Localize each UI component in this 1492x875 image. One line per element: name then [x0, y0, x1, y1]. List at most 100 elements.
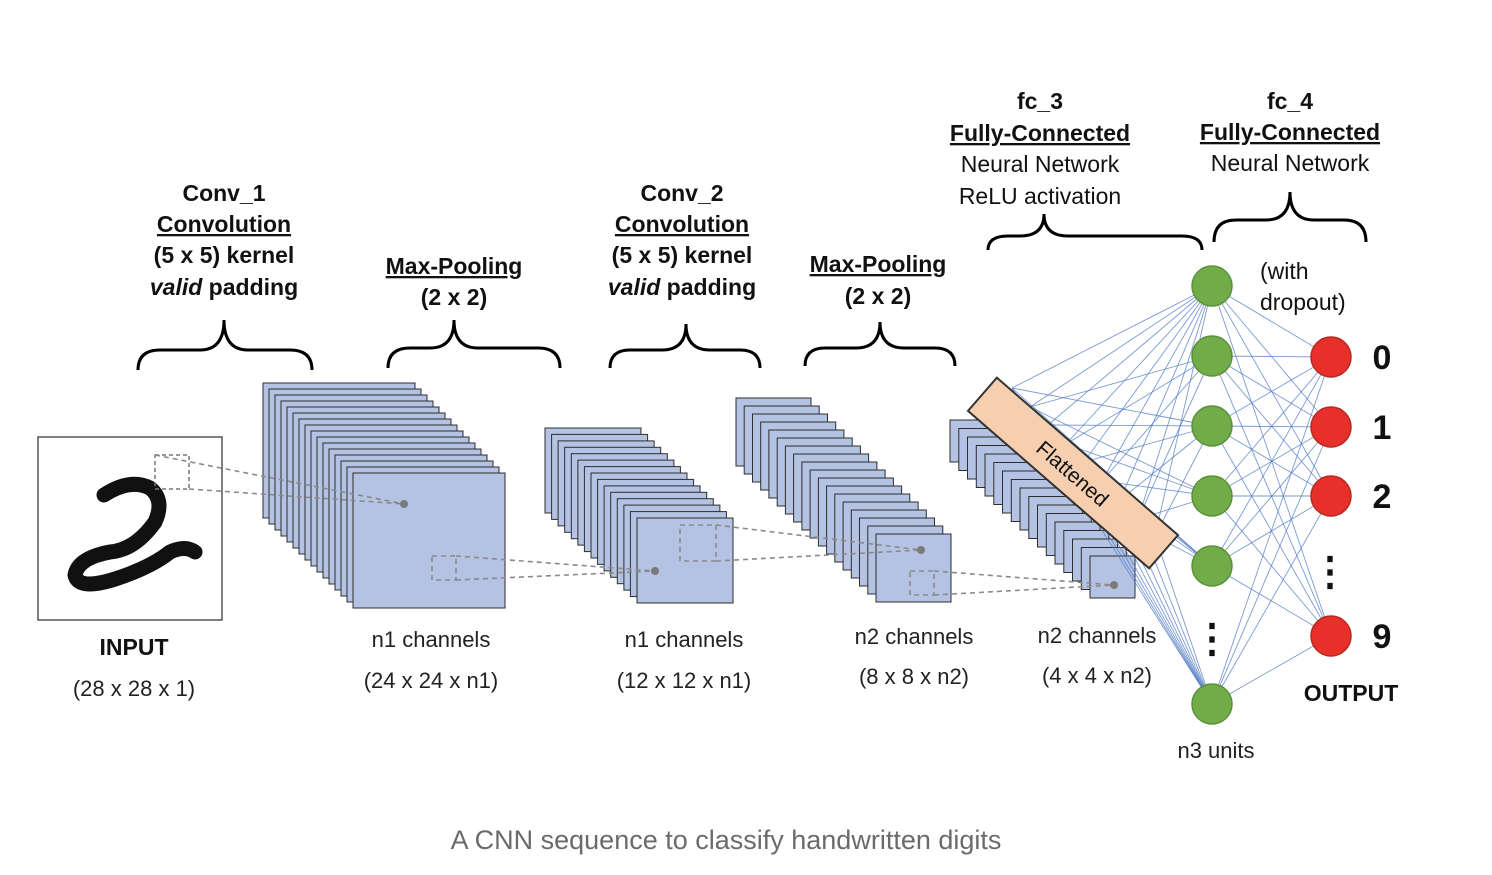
output-digit-label: 0: [1373, 339, 1392, 377]
hidden-node: [1191, 475, 1233, 517]
flatten-to-hidden-line: [1011, 285, 1213, 389]
hidden-node: [1191, 265, 1233, 307]
conv2-name: Conv_2: [640, 180, 723, 206]
fc3-header: fc_3 Fully-Connected Neural Network ReLU…: [950, 88, 1130, 209]
rf-window-conv2: [909, 570, 935, 596]
hidden-to-output-line: [1211, 356, 1332, 567]
output-nodes: 0 1 2 9: [1310, 336, 1392, 657]
pool2-header: Max-Pooling (2 x 2): [810, 251, 947, 309]
conv1-feature-maps: [262, 382, 506, 609]
caption: A CNN sequence to classify handwritten d…: [451, 825, 1002, 855]
fc3-brace: [986, 213, 1204, 251]
conv2-brace: [608, 323, 762, 369]
hidden-node: [1191, 683, 1233, 725]
conv1-header: Conv_1 Convolution (5 x 5) kernel valid …: [150, 180, 298, 300]
pool2-channels: n2 channels: [1038, 623, 1157, 648]
fc4-dropout-line2: dropout): [1260, 289, 1346, 315]
flatten-to-hidden-line: [1029, 355, 1213, 408]
conv2-type: Convolution: [615, 211, 749, 237]
input-kernel-window: [154, 454, 190, 490]
conv2-channels: n2 channels: [855, 624, 974, 649]
pool1-size: (2 x 2): [421, 284, 487, 310]
fc4-type: Fully-Connected: [1200, 119, 1380, 145]
flatten-to-hidden-line: [1029, 285, 1213, 408]
receptive-field-points: [400, 500, 1118, 589]
conv2-dims: (8 x 8 x n2): [859, 664, 969, 689]
pool1-feature-maps: [544, 427, 734, 604]
flatten-to-hidden-line: [1083, 285, 1213, 463]
flatten-to-hidden-line: [1047, 285, 1213, 426]
flatten-to-hidden-line: [1047, 424, 1213, 427]
flatten-to-hidden-line: [1101, 355, 1213, 482]
rf-line-2a: [455, 555, 656, 572]
rf-window-conv1: [431, 555, 457, 581]
fc3-name: fc_3: [1017, 88, 1063, 114]
flatten-to-hidden-line: [1065, 285, 1213, 445]
flatten-bar-shape: [966, 376, 1180, 570]
pool1-channels: n1 channels: [625, 627, 744, 652]
fc3-type: Fully-Connected: [950, 120, 1130, 146]
pool2-type: Max-Pooling: [810, 251, 947, 277]
pool1-header: Max-Pooling (2 x 2): [386, 253, 523, 310]
conv1-type: Convolution: [157, 211, 291, 237]
hidden-to-output-line: [1211, 356, 1332, 497]
hidden-to-output-line: [1211, 356, 1332, 427]
conv2-padding-word: valid: [608, 274, 661, 300]
rf-line-4a: [933, 570, 1115, 586]
rf-point-conv1: [400, 500, 408, 508]
flatten-to-hidden-line: [1011, 387, 1213, 427]
rf-line-2b: [455, 570, 656, 581]
pool2-map: [1089, 555, 1136, 599]
hidden-to-output-line: [1211, 635, 1332, 705]
rf-line-3b: [715, 549, 922, 562]
pool2-feature-maps: [949, 419, 1136, 599]
fc4-header: fc_4 Fully-Connected Neural Network (wit…: [1200, 88, 1380, 315]
conv1-map: [352, 472, 506, 609]
fc3-hidden-nodes: [1191, 265, 1233, 725]
conv1-padding-rest: padding: [202, 274, 298, 300]
conv2-feature-maps: [735, 397, 952, 603]
flatten-to-hidden-line: [1154, 535, 1213, 705]
conv2-header: Conv_2 Convolution (5 x 5) kernel valid …: [608, 180, 756, 300]
output-node: [1310, 406, 1352, 448]
hidden-node: [1191, 545, 1233, 587]
conv1-padding-word: valid: [150, 274, 203, 300]
flatten-to-hidden-line: [1154, 285, 1213, 537]
flatten-to-hidden-line: [1083, 425, 1213, 463]
fc3-line1: Neural Network: [961, 151, 1120, 177]
output-node: [1310, 615, 1352, 657]
output-node: [1310, 336, 1352, 378]
fc4-name: fc_4: [1267, 88, 1313, 114]
rf-point-pool2: [1110, 581, 1118, 589]
rf-line-4b: [933, 584, 1115, 596]
fc3-units: n3 units: [1177, 738, 1254, 763]
conv1-padding: valid padding: [150, 274, 298, 300]
pool2-dims: (4 x 4 x n2): [1042, 663, 1152, 688]
conv1-name: Conv_1: [182, 180, 265, 206]
conv2-map: [875, 533, 952, 603]
handwritten-digit-2: [67, 476, 203, 592]
output-digit-label: 1: [1373, 409, 1392, 447]
conv2-padding-rest: padding: [660, 274, 756, 300]
hidden-node: [1191, 405, 1233, 447]
hidden-to-output-line: [1211, 426, 1332, 567]
pool2-brace: [803, 321, 957, 367]
input-image: INPUT (28 x 28 x 1): [37, 436, 223, 701]
receptive-field-lines: [154, 454, 1115, 596]
rf-line-1a: [154, 454, 405, 505]
hidden-ellipsis: ⋮: [1192, 617, 1232, 661]
conv2-kernel: (5 x 5) kernel: [612, 242, 753, 268]
rf-point-conv2: [917, 546, 925, 554]
input-frame: [37, 436, 223, 621]
conv2-padding: valid padding: [608, 274, 756, 300]
flatten-to-hidden-line: [1065, 355, 1213, 445]
pool2-size: (2 x 2): [845, 283, 911, 309]
output-digit-label: 2: [1373, 478, 1392, 516]
flatten-to-hidden-line: [1101, 285, 1213, 482]
flatten-to-hidden-line: [1119, 285, 1213, 501]
conv1-kernel: (5 x 5) kernel: [154, 242, 295, 268]
output-node: [1310, 475, 1352, 517]
hidden-node: [1191, 335, 1233, 377]
